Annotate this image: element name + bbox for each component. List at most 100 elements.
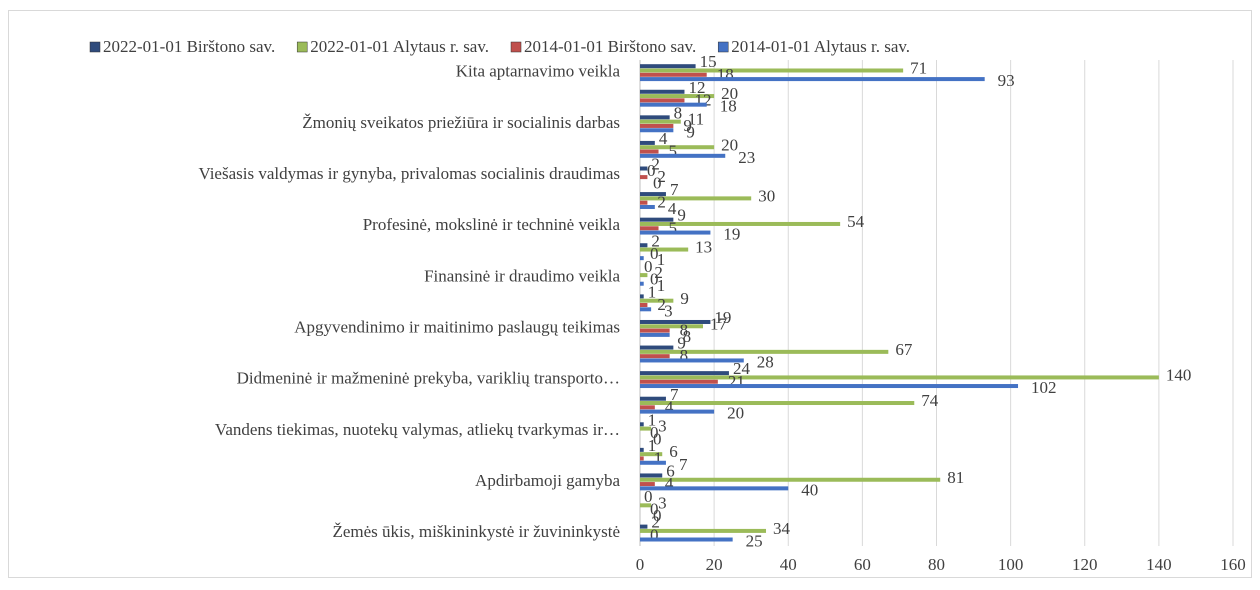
bar: [640, 115, 670, 120]
bar: [640, 72, 707, 77]
data-label: 23: [738, 148, 755, 167]
bar: [640, 426, 652, 431]
bar: [640, 226, 659, 231]
data-label: 54: [847, 212, 865, 231]
data-label: 3: [658, 493, 667, 512]
data-label: 6: [669, 442, 678, 461]
bar: [640, 175, 648, 180]
data-label: 8: [680, 321, 689, 340]
data-label: 15: [700, 52, 717, 71]
bar: [640, 247, 689, 252]
data-label: 4: [665, 397, 674, 416]
bar: [640, 452, 663, 457]
data-label: 0: [653, 429, 662, 448]
data-label: 2: [657, 167, 666, 186]
x-tick-label: 120: [1072, 555, 1098, 574]
data-label: 7: [670, 180, 679, 199]
data-label: 0: [647, 161, 656, 180]
bar: [640, 77, 985, 82]
data-label: 0: [644, 257, 653, 276]
bar: [640, 528, 767, 533]
bar: [640, 153, 726, 158]
data-label: 11: [688, 110, 704, 129]
bar: [640, 384, 1019, 389]
bar: [640, 303, 648, 307]
legend-label: 2022-01-01 Birštono sav.: [103, 37, 275, 56]
data-label: 1: [657, 250, 666, 269]
bar: [640, 230, 711, 235]
x-tick-label: 160: [1220, 555, 1246, 574]
data-label: 9: [677, 206, 686, 225]
data-label: 2: [654, 263, 663, 282]
bar: [640, 123, 674, 128]
bar: [640, 332, 670, 337]
bar: [640, 409, 715, 414]
bar: [640, 64, 696, 69]
data-label: 9: [683, 116, 692, 135]
data-label: 34: [773, 519, 791, 538]
x-tick-label: 0: [636, 555, 645, 574]
x-tick-label: 40: [780, 555, 797, 574]
data-label: 0: [653, 173, 662, 192]
bar: [640, 328, 670, 333]
bar: [640, 456, 644, 461]
data-label: 102: [1031, 378, 1057, 397]
data-label: 9: [686, 122, 695, 141]
x-tick-label: 140: [1146, 555, 1172, 574]
data-label: 1: [657, 276, 666, 295]
data-label: 1: [654, 449, 663, 468]
x-tick-label: 20: [706, 555, 723, 574]
data-label: 0: [650, 244, 659, 263]
data-label: 30: [758, 186, 775, 205]
bar: [640, 524, 648, 529]
bar: [640, 204, 655, 209]
bar: [640, 102, 707, 107]
data-label: 0: [644, 487, 653, 506]
bar: [640, 379, 718, 384]
data-label: 17: [710, 314, 728, 333]
data-label: 71: [910, 59, 927, 78]
data-label: 3: [658, 417, 667, 436]
bar: [640, 422, 644, 427]
bar: [640, 298, 674, 303]
bar: [640, 486, 789, 491]
bar: [640, 149, 659, 154]
data-label: 74: [921, 391, 939, 410]
data-label: 3: [664, 301, 673, 320]
data-label: 67: [895, 340, 913, 359]
bar: [640, 358, 744, 363]
bar: [640, 281, 644, 286]
y-tick-label: Apdirbamoji gamyba: [475, 471, 620, 490]
bar: [640, 307, 652, 312]
bar: [640, 503, 652, 508]
legend-swatch: [717, 41, 729, 53]
data-label: 4: [668, 199, 677, 218]
bar: [640, 319, 711, 324]
y-tick-label: Žmonių sveikatos priežiūra ir socialinis…: [302, 113, 620, 132]
bar: [640, 294, 644, 299]
data-label: 7: [670, 385, 679, 404]
bar: [640, 140, 655, 145]
data-label: 28: [757, 353, 774, 372]
data-label: 2: [651, 155, 660, 174]
y-tick-label: Viešasis valdymas ir gynyba, privalomas …: [198, 164, 620, 183]
y-tick-label: Vandens tiekimas, nuotekų valymas, atlie…: [215, 420, 620, 439]
data-label: 6: [666, 462, 675, 481]
x-tick-label: 80: [928, 555, 945, 574]
data-label: 20: [727, 404, 744, 423]
bar: [640, 401, 915, 406]
bar: [640, 460, 666, 465]
data-label: 7: [679, 455, 688, 474]
data-label: 2: [651, 231, 660, 250]
data-label: 19: [714, 308, 731, 327]
legend-swatch: [510, 41, 522, 53]
data-label: 2: [657, 193, 666, 212]
data-label: 2: [651, 513, 660, 532]
y-tick-label: Kita aptarnavimo veikla: [456, 62, 621, 81]
data-label: 20: [721, 135, 738, 154]
bar: [640, 192, 666, 197]
data-label: 81: [947, 468, 964, 487]
bar: [640, 354, 670, 359]
data-label: 13: [695, 238, 712, 257]
bar: [640, 405, 655, 410]
